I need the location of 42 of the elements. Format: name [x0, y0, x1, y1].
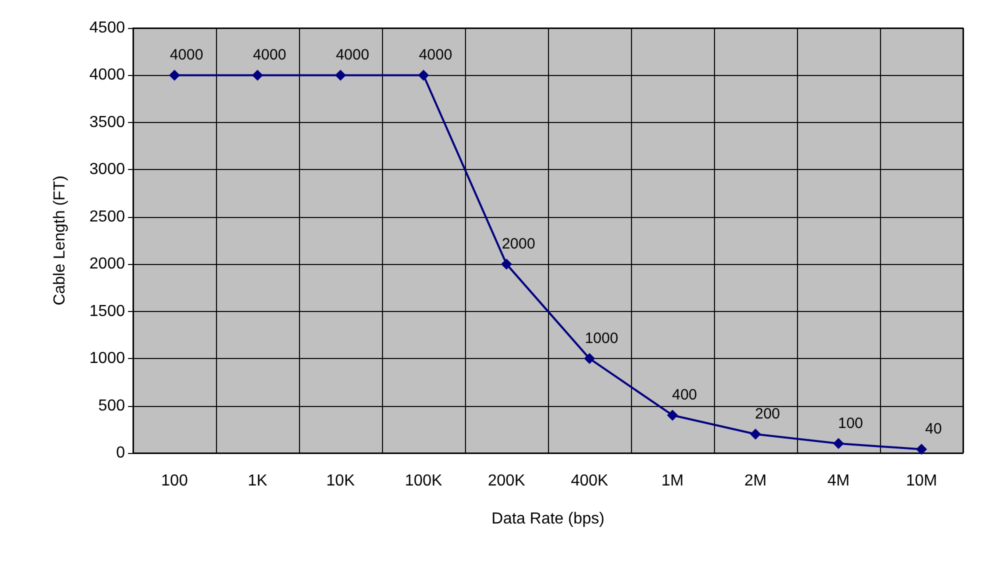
x-tick-label: 400K	[570, 472, 609, 490]
point	[501, 258, 512, 270]
point	[584, 353, 595, 364]
y-axis-title: Cable Length (FT)	[52, 176, 68, 306]
x-tick-label: 10K	[326, 472, 356, 490]
point	[252, 70, 263, 81]
y-tick-label: 2000	[89, 256, 126, 273]
x-tick-label: 100	[161, 472, 188, 490]
point	[418, 70, 429, 81]
y-tick-label: 0	[116, 444, 126, 462]
point	[169, 70, 180, 81]
data-label: 2000	[502, 236, 536, 253]
x-tick-label: 200K	[488, 472, 526, 490]
x-tick-label: 100K	[404, 472, 443, 490]
x-tick-label: 10M	[906, 472, 938, 490]
x-tick-label: 2M	[744, 472, 767, 490]
data-label: 40	[925, 420, 942, 438]
y-tick-label: 3500	[89, 114, 126, 131]
point	[750, 428, 761, 440]
data-label: 100	[838, 415, 864, 432]
data-label: 200	[754, 406, 780, 423]
point	[833, 438, 844, 450]
data-label: 4000	[418, 46, 452, 64]
x-tick-label: 1M	[661, 472, 684, 490]
point	[667, 410, 678, 421]
data-label: 4000	[336, 46, 370, 64]
y-tick-label: 3000	[89, 161, 126, 178]
data-label: 1000	[584, 330, 618, 348]
data-label: 400	[672, 386, 698, 404]
data-label: 4000	[252, 46, 286, 64]
point	[916, 444, 927, 455]
x-tick-label: 4M	[827, 472, 850, 490]
x-tick-label: 1K	[248, 472, 268, 490]
y-tick-label: 4000	[89, 66, 126, 84]
data-label: 4000	[170, 46, 204, 64]
y-tick-label: 4500	[89, 20, 126, 36]
y-tick-label: 1500	[89, 302, 126, 320]
y-tick-label: 2500	[89, 208, 126, 226]
y-tick-label: 1000	[89, 350, 126, 368]
y-tick-label: 500	[98, 397, 126, 414]
point	[335, 70, 346, 81]
x-axis-title: Data Rate (bps)	[492, 510, 604, 528]
